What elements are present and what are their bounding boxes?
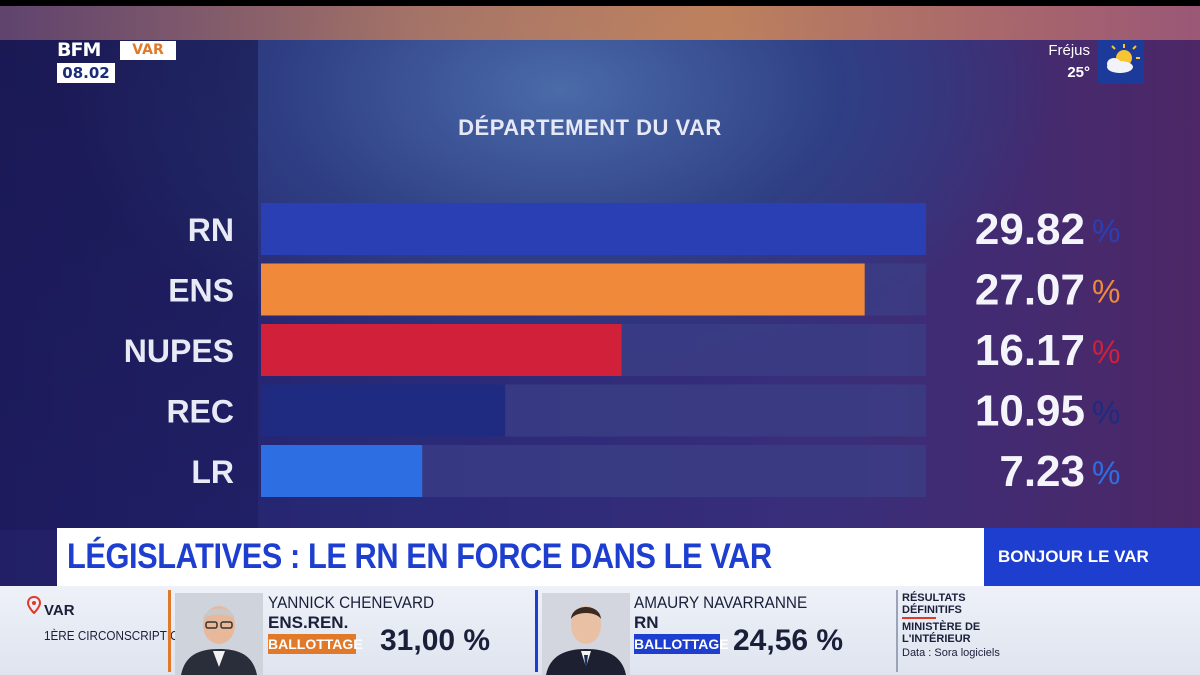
candidate-party: RN	[634, 613, 659, 632]
candidate-name: YANNICK CHENEVARD	[268, 593, 435, 612]
source-separator	[896, 590, 898, 672]
sun-cloud-icon	[1098, 40, 1144, 84]
show-banner: BONJOUR LE VAR	[984, 528, 1200, 586]
source-title: RÉSULTATS DÉFINITIFS	[902, 592, 966, 616]
status-badge: BALLOTTAGE	[268, 634, 363, 654]
category-label: RN	[188, 212, 234, 248]
bar-rec	[261, 384, 506, 437]
location-pin-icon	[27, 596, 41, 614]
headline-banner: LÉGISLATIVES : LE RN EN FORCE DANS LE VA…	[57, 528, 984, 586]
brand-logo: BFM	[57, 39, 101, 61]
unit-label: %	[1092, 395, 1120, 431]
candidate-photo	[542, 593, 630, 675]
clock: 08.02	[57, 63, 115, 83]
candidate-photo	[175, 593, 263, 675]
source-underline	[902, 617, 936, 619]
candidate-separator	[535, 590, 538, 672]
category-label: LR	[191, 454, 234, 490]
weather-city: Fréjus	[1048, 42, 1090, 59]
unit-label: %	[1092, 213, 1120, 249]
unit-label: %	[1092, 334, 1120, 370]
value-label: 7.23	[999, 447, 1085, 496]
headline-text: LÉGISLATIVES : LE RN EN FORCE DANS LE VA…	[67, 537, 772, 576]
category-label: ENS	[168, 273, 234, 309]
bar-rn	[261, 203, 926, 255]
top-black-band	[0, 0, 1200, 6]
weather-temperature: 25°	[1067, 64, 1090, 81]
value-label: 29.82	[975, 205, 1085, 254]
candidate-percent: 31,00 %	[380, 624, 491, 657]
unit-label: %	[1092, 274, 1120, 310]
department-name: VAR	[44, 602, 75, 619]
value-label: 27.07	[975, 266, 1085, 315]
category-label: REC	[166, 394, 234, 430]
bar-lr	[261, 445, 423, 497]
category-label: NUPES	[124, 333, 234, 369]
bar-ens	[261, 263, 865, 316]
status-badge: BALLOTTAGE	[634, 634, 729, 654]
value-label: 10.95	[975, 387, 1085, 436]
value-label: 16.17	[975, 326, 1085, 375]
candidate-separator	[168, 590, 171, 672]
candidate-percent: 24,56 %	[733, 624, 844, 657]
top-color-band	[0, 6, 1200, 40]
bar-nupes	[261, 324, 622, 376]
unit-label: %	[1092, 455, 1120, 491]
source-data: Data : Sora logiciels	[902, 647, 1000, 659]
candidate-party: ENS.REN.	[268, 613, 349, 632]
region-tag: VAR	[120, 41, 176, 60]
source-org: MINISTÈRE DE L'INTÉRIEUR	[902, 621, 981, 645]
label-panel	[0, 40, 258, 530]
chart-title: DÉPARTEMENT DU VAR	[458, 115, 722, 140]
candidate-name: AMAURY NAVARRANNE	[634, 593, 808, 612]
show-name: BONJOUR LE VAR	[998, 547, 1149, 566]
bar-chart: RN 29.82 % ENS 27.07 % NUPES 16.17 % REC 10.95 % LR 7…	[124, 203, 1120, 497]
constituency-name: 1ÈRE CIRCONSCRIPTION	[44, 628, 188, 643]
